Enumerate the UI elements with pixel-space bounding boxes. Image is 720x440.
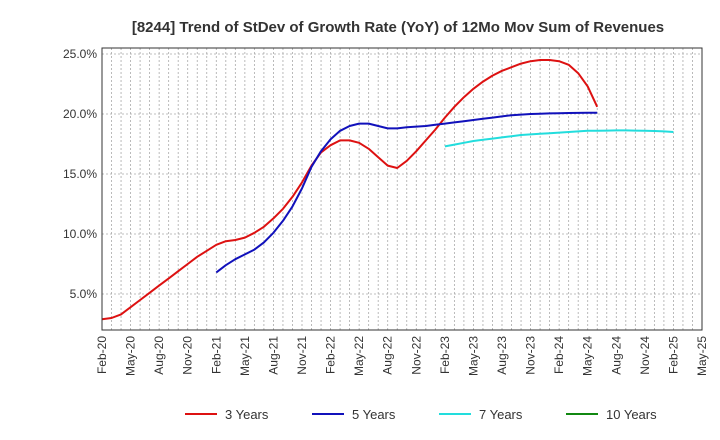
x-tick-label: May-23 xyxy=(466,336,480,376)
x-tick-label: Nov-21 xyxy=(295,336,309,375)
plot-area xyxy=(102,48,702,330)
legend: 3 Years 5 Years 7 Years 10 Years xyxy=(185,407,657,422)
series-line-5-years xyxy=(215,111,598,274)
legend-label: 3 Years xyxy=(225,407,269,422)
x-tick-label: May-20 xyxy=(124,336,138,376)
grid-lines xyxy=(101,48,703,330)
legend-label: 5 Years xyxy=(352,407,396,422)
x-tick-label: Feb-25 xyxy=(666,336,680,374)
x-tick-label: May-24 xyxy=(581,336,595,376)
x-tick-label: Aug-20 xyxy=(152,336,166,375)
plot-border xyxy=(101,47,703,331)
chart-title: [8244] Trend of StDev of Growth Rate (Yo… xyxy=(132,19,664,36)
legend-label: 10 Years xyxy=(606,407,657,422)
axes xyxy=(101,47,703,331)
plot-background xyxy=(102,48,702,330)
x-tick-label: Feb-24 xyxy=(552,336,566,374)
x-tick-label: Nov-24 xyxy=(638,336,652,375)
x-tick-label: May-21 xyxy=(238,336,252,376)
legend-label: 7 Years xyxy=(479,407,523,422)
y-tick-label: 10.0% xyxy=(63,227,97,241)
x-tick-label: Nov-23 xyxy=(524,336,538,375)
x-tick-label: Aug-21 xyxy=(266,336,280,375)
series-layer xyxy=(101,59,674,321)
x-tick-label: Nov-22 xyxy=(409,336,423,375)
x-tick-label: Aug-23 xyxy=(495,336,509,375)
y-tick-label: 25.0% xyxy=(63,47,97,61)
series-line-7-years xyxy=(444,129,674,148)
x-tick-label: Aug-24 xyxy=(609,336,623,375)
x-tick-label: May-22 xyxy=(352,336,366,376)
x-tick-label: Aug-22 xyxy=(381,336,395,375)
y-tick-label: 15.0% xyxy=(63,167,97,181)
y-tick-label: 5.0% xyxy=(70,287,98,301)
x-tick-label: Feb-22 xyxy=(324,336,338,374)
x-tick-label: Feb-23 xyxy=(438,336,452,374)
series-line-3-years xyxy=(101,59,599,321)
y-axis-ticks: 5.0% 10.0% 15.0% 20.0% 25.0% xyxy=(63,47,97,301)
x-tick-label: Feb-20 xyxy=(95,336,109,374)
x-tick-label: Nov-20 xyxy=(181,336,195,375)
x-axis-ticks: Feb-20 May-20 Aug-20 Nov-20 Feb-21 May-21 Aug-… xyxy=(95,336,709,376)
y-tick-label: 20.0% xyxy=(63,107,97,121)
x-tick-label: May-25 xyxy=(695,336,709,376)
x-tick-label: Feb-21 xyxy=(209,336,223,374)
